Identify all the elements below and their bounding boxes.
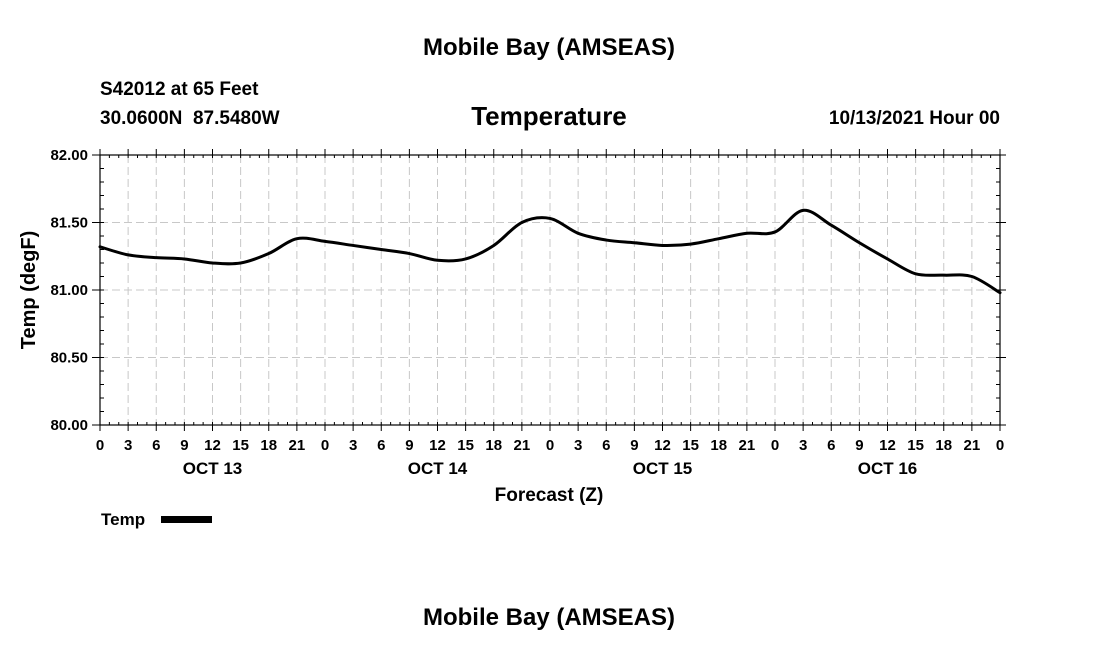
x-tick-label: 3 xyxy=(574,437,582,454)
x-tick-label: 15 xyxy=(682,437,699,454)
x-tick-label: 0 xyxy=(96,437,104,454)
x-tick-label: 12 xyxy=(204,437,221,454)
station-label: S42012 at 65 Feet xyxy=(100,79,259,100)
x-tick-label: 15 xyxy=(457,437,474,454)
x-tick-label: 15 xyxy=(232,437,249,454)
day-label: OCT 14 xyxy=(408,459,468,478)
x-tick-label: 21 xyxy=(289,437,306,454)
run-time-label: 10/13/2021 Hour 00 xyxy=(829,108,1000,129)
legend: Temp xyxy=(101,510,212,529)
x-tick-label: 9 xyxy=(855,437,863,454)
legend-label-temp: Temp xyxy=(101,510,145,529)
x-tick-label: 18 xyxy=(710,437,727,454)
x-tick-label: 9 xyxy=(405,437,413,454)
x-tick-label: 12 xyxy=(429,437,446,454)
x-tick-label: 0 xyxy=(996,437,1004,454)
series-line-temp xyxy=(98,208,1002,295)
x-tick-label: 21 xyxy=(739,437,756,454)
x-tick-label: 9 xyxy=(630,437,638,454)
x-tick-label: 21 xyxy=(964,437,981,454)
coordinates-label: 30.0600N 87.5480W xyxy=(100,108,280,129)
x-tick-label: 18 xyxy=(260,437,277,454)
x-tick-label: 12 xyxy=(879,437,896,454)
x-tick-label: 18 xyxy=(485,437,502,454)
x-tick-label: 3 xyxy=(124,437,132,454)
page-title: Mobile Bay (AMSEAS) xyxy=(423,34,675,61)
x-tick-label: 3 xyxy=(799,437,807,454)
day-label: OCT 16 xyxy=(858,459,918,478)
series-layer xyxy=(98,208,1002,295)
day-label: OCT 13 xyxy=(183,459,243,478)
y-axis-title: Temp (degF) xyxy=(18,231,40,350)
x-tick-label: 15 xyxy=(907,437,924,454)
day-label: OCT 15 xyxy=(633,459,693,478)
x-tick-label: 6 xyxy=(827,437,835,454)
x-tick-label: 12 xyxy=(654,437,671,454)
x-tick-label: 6 xyxy=(152,437,160,454)
grid xyxy=(100,155,1000,425)
y-tick-label: 81.00 xyxy=(50,282,88,299)
y-tick-label: 80.50 xyxy=(50,350,88,367)
x-tick-label: 0 xyxy=(546,437,554,454)
x-tick-label: 21 xyxy=(514,437,531,454)
chart-title: Temperature xyxy=(471,101,627,131)
x-tick-label: 0 xyxy=(321,437,329,454)
x-tick-label: 3 xyxy=(349,437,357,454)
x-tick-label: 0 xyxy=(771,437,779,454)
x-axis-title: Forecast (Z) xyxy=(495,485,604,506)
y-tick-label: 80.00 xyxy=(50,417,88,434)
axis-labels: 0 3 6 9 12 15 18 21 0 3 6 9 12 15 18 21 0 3 6 9 12 15 18 21 0 3 6 9… xyxy=(50,147,1004,478)
footer-title: Mobile Bay (AMSEAS) xyxy=(423,604,675,631)
y-tick-label: 82.00 xyxy=(50,147,88,164)
x-tick-label: 18 xyxy=(935,437,952,454)
y-tick-label: 81.50 xyxy=(50,215,88,232)
x-tick-label: 6 xyxy=(602,437,610,454)
x-tick-label: 6 xyxy=(377,437,385,454)
plot-frame xyxy=(99,154,1001,426)
legend-swatch-temp xyxy=(161,516,212,523)
x-tick-label: 9 xyxy=(180,437,188,454)
